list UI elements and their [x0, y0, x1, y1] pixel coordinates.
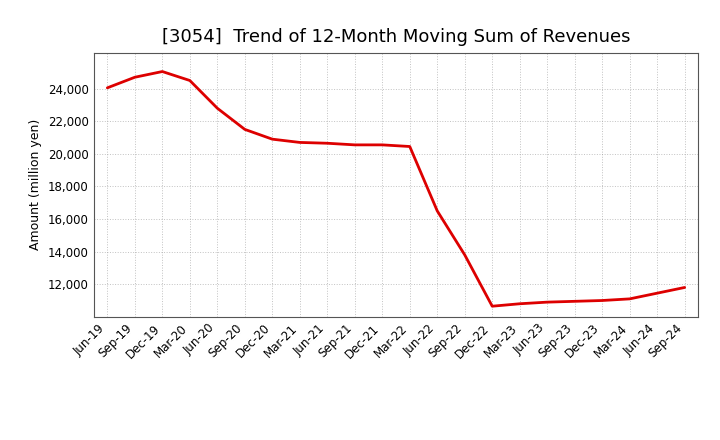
- Title: [3054]  Trend of 12-Month Moving Sum of Revenues: [3054] Trend of 12-Month Moving Sum of R…: [162, 28, 630, 46]
- Y-axis label: Amount (million yen): Amount (million yen): [30, 119, 42, 250]
